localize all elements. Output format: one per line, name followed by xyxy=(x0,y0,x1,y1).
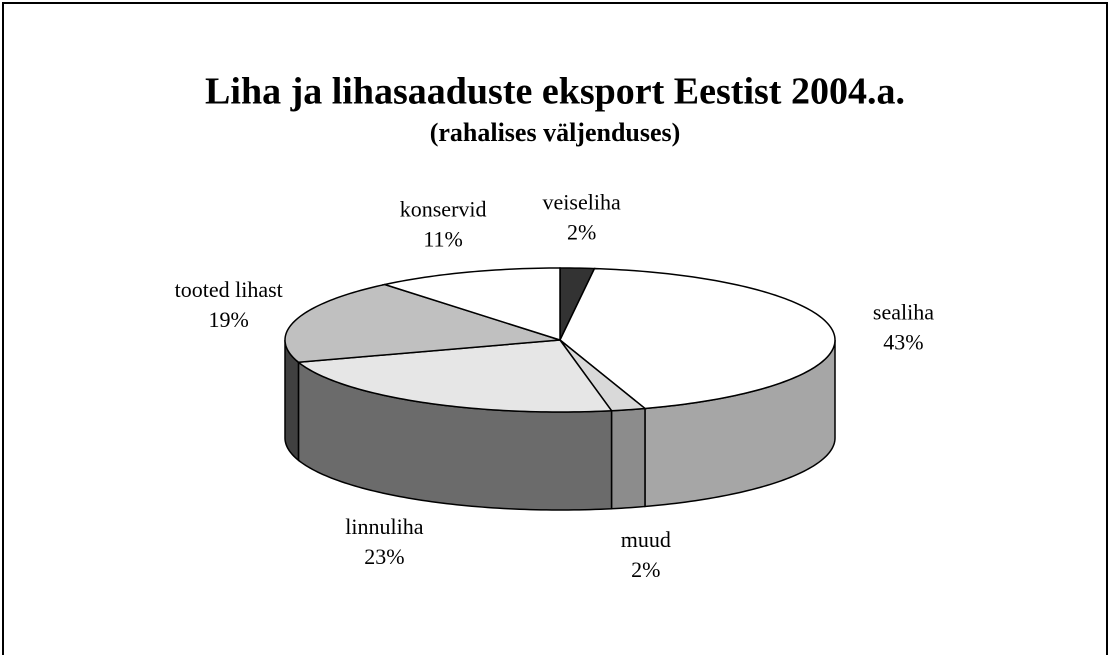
slice xyxy=(381,267,561,342)
slice-value-label: 2% xyxy=(567,219,596,244)
slice-label: konservid xyxy=(400,196,487,221)
chart-title: Liha ja lihasaaduste eksport Eestist 200… xyxy=(205,71,905,113)
slice-value-label: 2% xyxy=(631,557,660,582)
slice-label: tooted lihast xyxy=(175,277,283,302)
slice-label: linnuliha xyxy=(345,514,423,539)
slice-value-label: 11% xyxy=(423,226,463,251)
chart-subtitle: (rahalises väljenduses) xyxy=(430,118,681,147)
slice xyxy=(559,267,836,410)
slice xyxy=(296,339,613,413)
slice-value-label: 19% xyxy=(209,307,249,332)
slice-label: muud xyxy=(621,527,671,552)
slice-label: sealiha xyxy=(873,300,934,325)
slice-value-label: 23% xyxy=(364,544,404,569)
slice-value-label: 43% xyxy=(883,330,923,355)
slice-label: veiseliha xyxy=(543,189,621,214)
slice-side xyxy=(610,407,646,510)
slice xyxy=(559,339,647,412)
slice xyxy=(284,283,561,364)
